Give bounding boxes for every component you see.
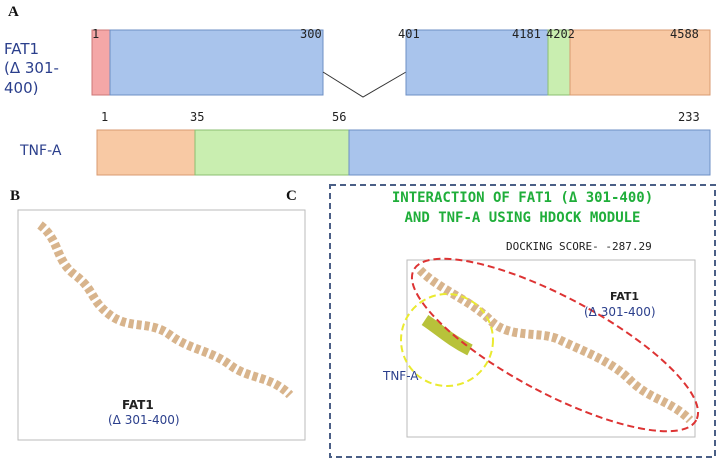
figure-graphics <box>0 0 720 460</box>
protein-name: FAT1 <box>4 40 39 58</box>
panel-c-inner <box>407 260 695 437</box>
position-label: 1 <box>101 110 108 124</box>
position-label: 1 <box>92 27 99 41</box>
panel-label: C <box>286 188 297 205</box>
domain <box>110 30 323 95</box>
structure-label: TNF-A <box>383 369 418 383</box>
protein-deletion: (Δ 301-400) <box>4 58 62 98</box>
structure-label: FAT1 <box>610 290 639 303</box>
position-label: 401 <box>398 27 420 41</box>
panel-label: B <box>10 188 20 205</box>
position-label: 35 <box>190 110 204 124</box>
panel-title: AND TNF-A USING HDOCK MODULE <box>330 210 715 226</box>
domain <box>97 130 195 175</box>
position-label: 4202 <box>546 27 575 41</box>
structure-label: FAT1 <box>122 398 154 412</box>
docking-score: DOCKING SCORE- -287.29 <box>506 240 652 253</box>
position-label: 4588 <box>670 27 699 41</box>
position-label: 4181 <box>512 27 541 41</box>
position-label: 233 <box>678 110 700 124</box>
domain <box>195 130 349 175</box>
structure-deletion: (Δ 301-400) <box>584 305 656 319</box>
panel-b-frame <box>18 210 305 440</box>
deletion-link <box>323 72 406 97</box>
position-label: 300 <box>300 27 322 41</box>
panel-title: INTERACTION OF FAT1 (Δ 301-400) <box>330 190 715 206</box>
figure: A FAT1 (Δ 301-400) 1 300 401 4181 4202 4… <box>0 0 720 460</box>
domain <box>349 130 710 175</box>
structure-deletion: (Δ 301-400) <box>108 413 180 427</box>
panel-label: A <box>8 4 19 21</box>
protein-name: TNF-A <box>20 143 61 159</box>
position-label: 56 <box>332 110 346 124</box>
